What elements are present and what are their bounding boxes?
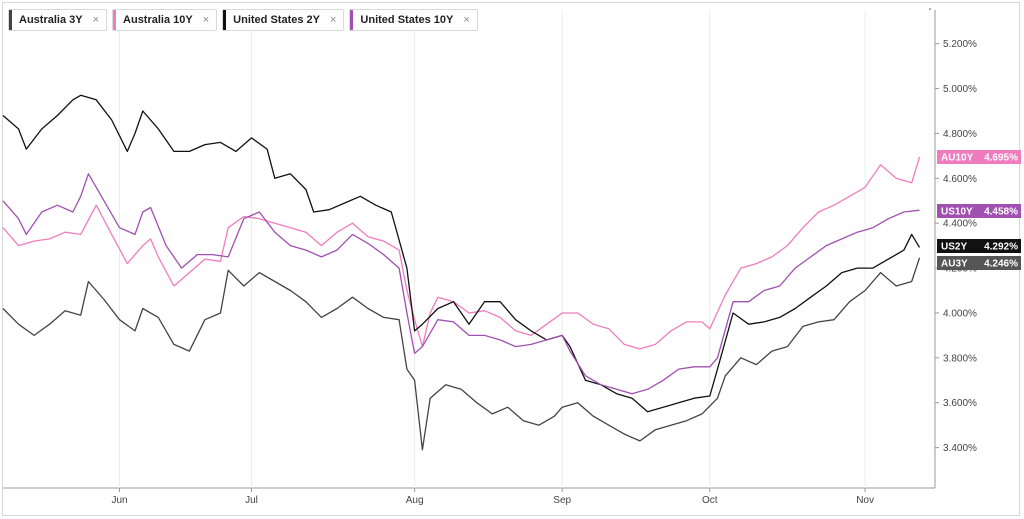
x-tick-label: Aug — [406, 495, 424, 506]
x-tick-label: Sep — [553, 495, 571, 506]
close-icon[interactable]: × — [202, 14, 210, 26]
series-line-australia-3y — [2, 257, 921, 451]
legend-label: United States 10Y — [360, 14, 454, 26]
end-value-code: US2Y — [941, 242, 967, 253]
y-tick-label: 3.400% — [943, 443, 977, 454]
legend-chip-united-states-2y[interactable]: United States 2Y × — [222, 9, 345, 31]
end-value-number: 4.695% — [984, 153, 1018, 164]
end-value-code: AU10Y — [941, 153, 974, 164]
series-line-united-states-2y — [2, 94, 921, 413]
close-icon[interactable]: × — [463, 14, 470, 26]
end-value-number: 4.458% — [984, 207, 1018, 218]
end-value-number: 4.292% — [984, 242, 1018, 253]
legend-swatch — [223, 10, 227, 30]
legend-label: Australia 10Y — [123, 14, 193, 26]
y-tick-label: 4.000% — [943, 308, 977, 319]
end-value-tag — [937, 256, 1021, 270]
legend-swatch — [113, 10, 117, 30]
end-value-code: AU3Y — [941, 259, 968, 270]
y-tick-label: 3.800% — [943, 353, 977, 364]
end-value-code: US10Y — [941, 207, 973, 218]
legend-swatch — [350, 10, 354, 30]
legend-swatch — [9, 10, 12, 30]
y-tick-label: 5.200% — [943, 39, 977, 50]
legend-chip-australia-10y[interactable]: Australia 10Y × — [112, 9, 218, 31]
end-value-tag — [937, 150, 1021, 164]
series-line-australia-10y — [2, 156, 921, 350]
legend-chip-united-states-10y[interactable]: United States 10Y × — [349, 9, 478, 31]
end-value-number: 4.246% — [984, 259, 1018, 270]
series-line-united-states-10y — [2, 173, 920, 395]
x-tick-label: Oct — [702, 495, 718, 506]
y-tick-label: 5.000% — [943, 84, 977, 95]
legend-label: United States 2Y — [233, 14, 320, 26]
y-tick-label: 4.400% — [943, 219, 977, 230]
legend-chip-australia-3y[interactable]: Australia 3Y × — [8, 9, 108, 31]
legend: Australia 3Y × Australia 10Y × United States… — [8, 9, 478, 31]
y-tick-label: 4.800% — [943, 129, 977, 140]
legend-label: Australia 3Y — [19, 14, 83, 26]
end-value-tag — [937, 239, 1021, 253]
x-tick-label: Nov — [856, 495, 874, 506]
y-tick-label: 4.600% — [943, 174, 977, 185]
axis-top-dot — [929, 8, 931, 10]
close-icon[interactable]: × — [329, 14, 337, 26]
y-tick-label: 3.600% — [943, 398, 977, 409]
close-icon[interactable]: × — [92, 14, 100, 26]
x-tick-label: Jun — [111, 495, 127, 506]
x-tick-label: Jul — [245, 495, 258, 506]
end-value-tag — [937, 204, 1021, 218]
